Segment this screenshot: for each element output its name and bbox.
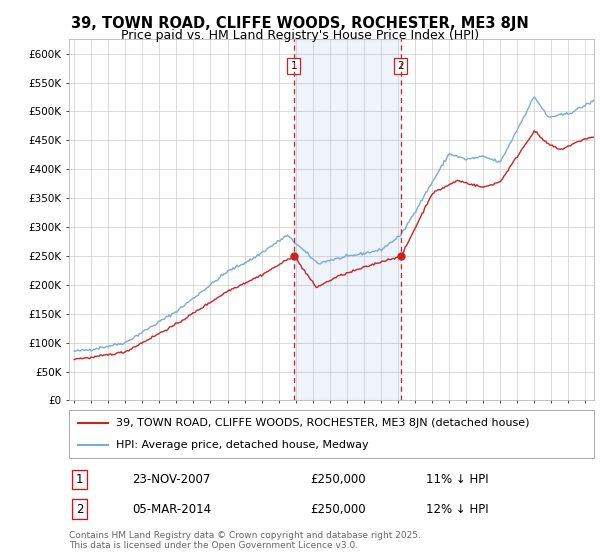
Text: HPI: Average price, detached house, Medway: HPI: Average price, detached house, Medw… [116, 440, 369, 450]
Text: 2: 2 [76, 502, 83, 516]
Text: Contains HM Land Registry data © Crown copyright and database right 2025.
This d: Contains HM Land Registry data © Crown c… [69, 531, 421, 550]
Text: £250,000: £250,000 [311, 473, 366, 486]
Text: 1: 1 [290, 62, 297, 71]
Text: 05-MAR-2014: 05-MAR-2014 [132, 502, 211, 516]
Text: 23-NOV-2007: 23-NOV-2007 [132, 473, 211, 486]
Text: 11% ↓ HPI: 11% ↓ HPI [426, 473, 488, 486]
Text: 1: 1 [76, 473, 83, 486]
Text: 2: 2 [398, 62, 404, 71]
Text: 39, TOWN ROAD, CLIFFE WOODS, ROCHESTER, ME3 8JN (detached house): 39, TOWN ROAD, CLIFFE WOODS, ROCHESTER, … [116, 418, 530, 428]
Text: 39, TOWN ROAD, CLIFFE WOODS, ROCHESTER, ME3 8JN: 39, TOWN ROAD, CLIFFE WOODS, ROCHESTER, … [71, 16, 529, 31]
Text: 12% ↓ HPI: 12% ↓ HPI [426, 502, 488, 516]
Text: Price paid vs. HM Land Registry's House Price Index (HPI): Price paid vs. HM Land Registry's House … [121, 29, 479, 42]
Text: £250,000: £250,000 [311, 502, 366, 516]
Bar [294, 39, 401, 400]
